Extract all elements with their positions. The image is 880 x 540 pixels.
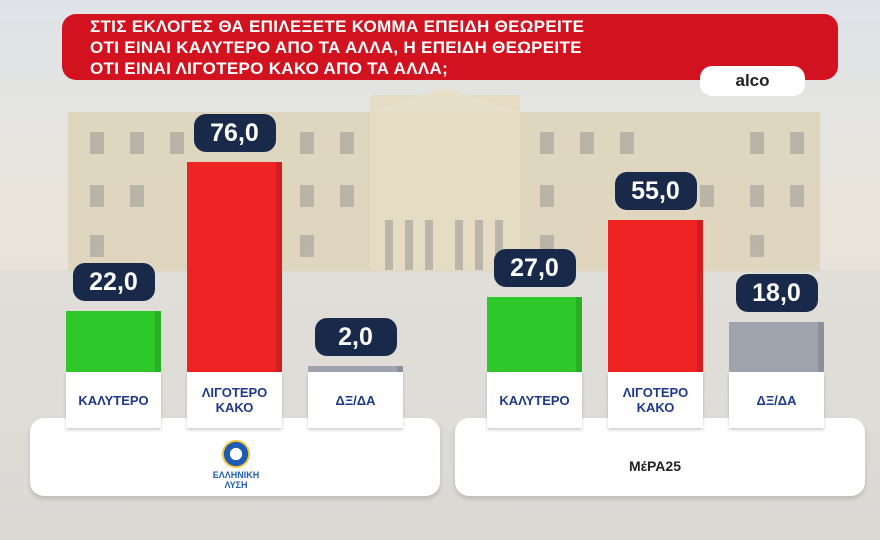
party-name: ΕΛΛΗΝΙΚΗ ΛΥΣΗ bbox=[212, 470, 260, 490]
value-label: 18,0 bbox=[735, 274, 818, 313]
pedestal bbox=[455, 418, 865, 496]
value-label: 55,0 bbox=[614, 172, 697, 211]
category-label: ΛΙΓΟΤΕΡΟ ΚΑΚΟ bbox=[187, 372, 282, 428]
category-label: ΚΑΛΥΤΕΡΟ bbox=[487, 372, 582, 428]
value-label: 22,0 bbox=[72, 263, 155, 302]
bar bbox=[187, 162, 282, 372]
category-label: ΔΞ/ΔΑ bbox=[729, 372, 824, 428]
category-label: ΚΑΛΥΤΕΡΟ bbox=[66, 372, 161, 428]
bar bbox=[487, 297, 582, 372]
value-label: 2,0 bbox=[314, 318, 397, 357]
value-label: 27,0 bbox=[493, 249, 576, 288]
category-label: ΛΙΓΟΤΕΡΟ ΚΑΚΟ bbox=[608, 372, 703, 428]
bar bbox=[608, 220, 703, 372]
bar bbox=[729, 322, 824, 372]
bar bbox=[308, 366, 403, 372]
party-name: ΜέΡΑ25 bbox=[629, 458, 681, 474]
category-label: ΔΞ/ΔΑ bbox=[308, 372, 403, 428]
bar bbox=[66, 311, 161, 372]
title-line: ΟΤΙ ΕΙΝΑΙ ΛΙΓΟΤΕΡΟ ΚΑΚΟ ΑΠΟ ΤΑ ΑΛΛΑ; bbox=[90, 59, 449, 78]
title-line: ΟΤΙ ΕΙΝΑΙ ΚΑΛΥΤΕΡΟ ΑΠΟ ΤΑ ΑΛΛΑ, Η ΕΠΕΙΔΗ… bbox=[90, 38, 582, 57]
party-icon bbox=[222, 440, 250, 468]
title-line: ΣΤΙΣ ΕΚΛΟΓΕΣ ΘΑ ΕΠΙΛΕΞΕΤΕ ΚΟΜΜΑ ΕΠΕΙΔΗ Θ… bbox=[90, 17, 585, 36]
source-label: alco bbox=[700, 66, 805, 96]
value-label: 76,0 bbox=[193, 114, 276, 153]
